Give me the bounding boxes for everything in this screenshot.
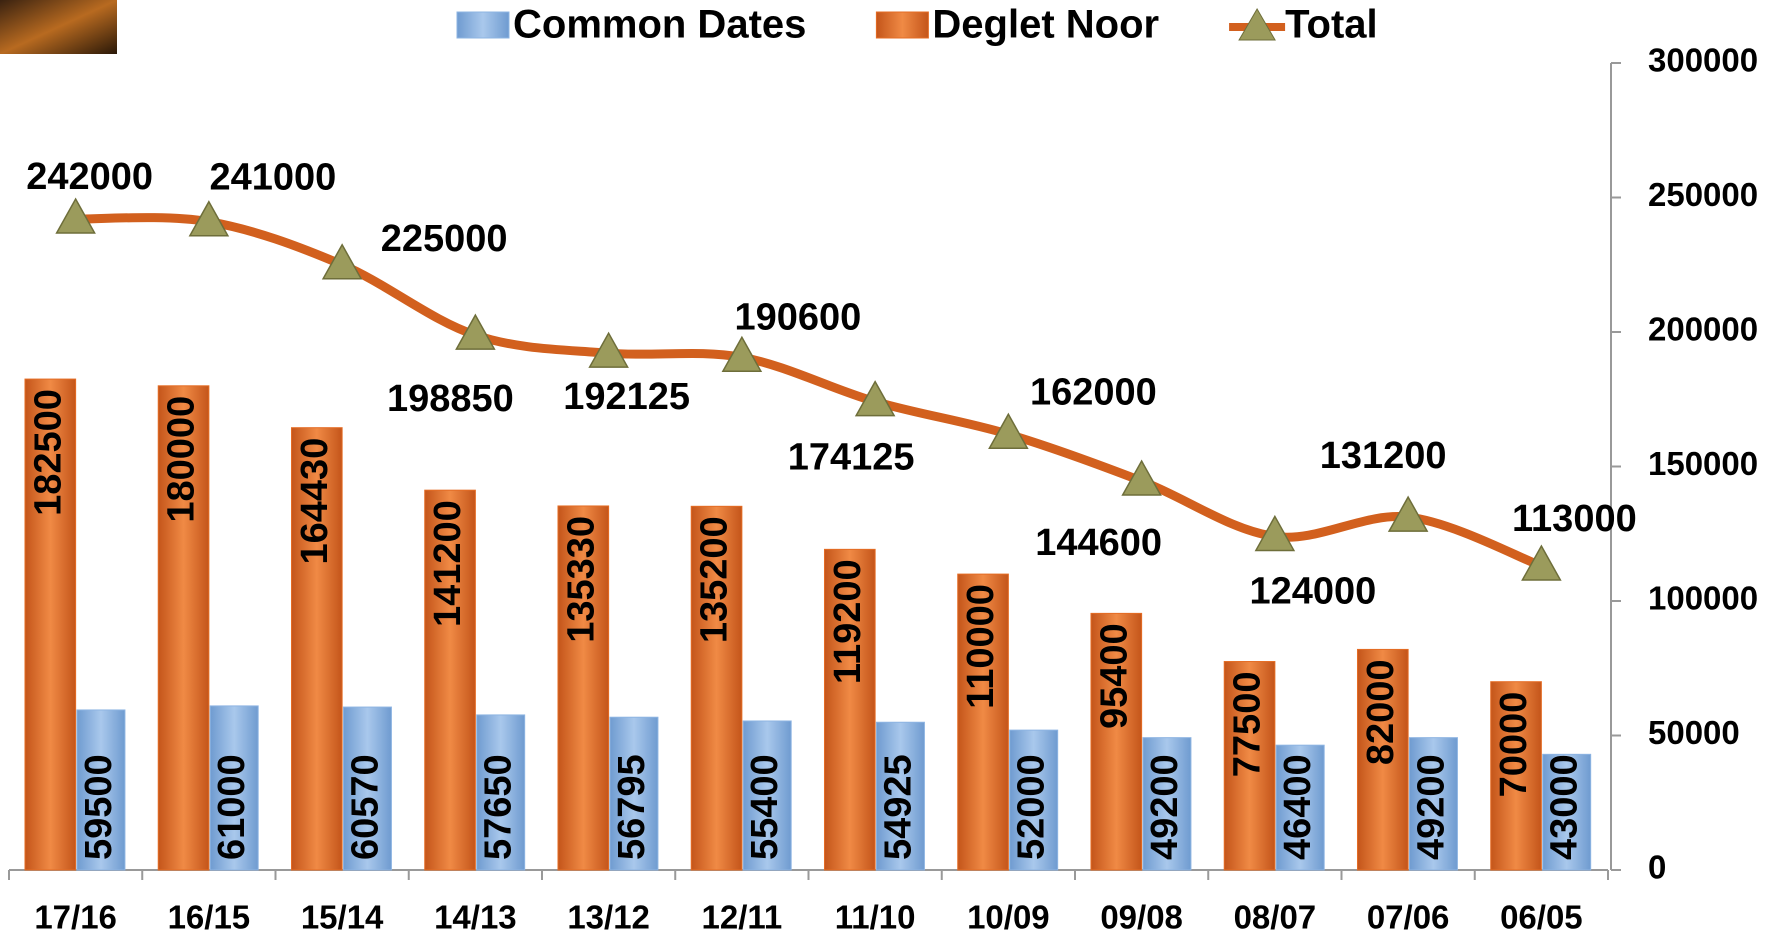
bar — [1223, 661, 1276, 871]
line-value-label: 242000 — [26, 156, 153, 198]
line-value-label: 241000 — [209, 157, 336, 199]
x-tick-label: 15/14 — [301, 899, 384, 936]
x-tick-label: 11/10 — [835, 899, 916, 936]
marker — [588, 331, 629, 368]
bar-value-label: 182500 — [27, 389, 69, 516]
bar-value-label: 110000 — [960, 584, 1002, 709]
bar — [957, 573, 1009, 871]
y-tick-label: 250000 — [1648, 176, 1758, 213]
marker — [1387, 495, 1429, 532]
line-value-label: 124000 — [1249, 570, 1376, 612]
bar — [1542, 753, 1592, 871]
bar-value-label: 180000 — [161, 396, 203, 523]
y-tick-label: 300000 — [1648, 42, 1758, 79]
bar-value-label: 164430 — [294, 438, 336, 565]
bar-value-label: 82000 — [1360, 659, 1402, 765]
x-tick-label: 10/09 — [967, 899, 1050, 936]
bar-value-label: 54925 — [877, 754, 919, 860]
bar-value-label: 43000 — [1544, 754, 1586, 860]
bar-value-label: 60570 — [344, 754, 386, 860]
bar — [742, 720, 792, 871]
x-tick-label: 16/15 — [168, 899, 251, 936]
line-value-label: 174125 — [788, 437, 915, 479]
bar — [342, 706, 392, 871]
bar — [557, 505, 610, 871]
y-tick-label: 200000 — [1648, 311, 1758, 348]
marker — [1254, 514, 1296, 552]
x-tick-label: 06/05 — [1500, 899, 1583, 936]
y-tick-label: 0 — [1648, 849, 1666, 886]
bar — [1275, 744, 1325, 871]
bar-value-label: 49200 — [1410, 754, 1452, 860]
bar-value-label: 61000 — [211, 754, 253, 860]
bar — [76, 709, 126, 871]
bar — [1490, 681, 1542, 871]
y-tick-label: 50000 — [1648, 714, 1740, 751]
y-tick-label: 150000 — [1648, 445, 1758, 482]
bar-value-label: 57650 — [478, 754, 520, 860]
bar — [823, 548, 876, 871]
legend-swatch — [875, 11, 929, 39]
marker — [188, 200, 230, 237]
line-value-label: 162000 — [1030, 371, 1157, 413]
y-tick-label: 100000 — [1648, 580, 1758, 617]
marker — [854, 380, 896, 417]
bar-value-label: 46400 — [1277, 754, 1319, 860]
legend-label: Common Dates — [513, 3, 806, 47]
line-value-label: 198850 — [387, 378, 514, 420]
photo — [0, 0, 117, 54]
bar — [1142, 737, 1192, 871]
marker — [1121, 459, 1162, 496]
x-tick-label: 08/07 — [1234, 899, 1317, 936]
legend-marker — [1238, 8, 1276, 41]
bar — [875, 721, 925, 871]
bar-value-label: 59500 — [78, 754, 120, 860]
x-tick-label: 17/16 — [34, 899, 117, 936]
bar — [609, 716, 659, 871]
bar-value-label: 56795 — [611, 754, 653, 860]
x-tick-label: 13/12 — [567, 899, 650, 936]
marker — [55, 197, 96, 234]
line-value-label: 131200 — [1320, 435, 1447, 477]
line-value-label: 190600 — [734, 296, 861, 338]
legend-label: Deglet Noor — [932, 3, 1159, 47]
line-value-label: 144600 — [1035, 522, 1162, 564]
bar — [157, 385, 210, 871]
bar-value-label: 141200 — [427, 500, 469, 627]
bar-value-label: 119200 — [827, 559, 869, 684]
legend-swatch — [456, 11, 510, 39]
bar — [209, 705, 259, 871]
bar-value-label: 77500 — [1227, 672, 1269, 778]
line-value-label: 113000 — [1512, 498, 1637, 540]
bar-value-label: 70000 — [1493, 692, 1535, 798]
bar — [476, 714, 526, 871]
bar — [1090, 612, 1143, 871]
line-value-label: 192125 — [563, 376, 690, 418]
marker — [1521, 544, 1562, 581]
bar-value-label: 135200 — [694, 516, 736, 643]
bar — [24, 378, 77, 871]
bar — [1009, 729, 1059, 871]
bar — [290, 427, 343, 871]
marker — [988, 412, 1029, 449]
bar — [424, 489, 476, 871]
bar-value-label: 49200 — [1144, 754, 1186, 860]
bar-value-label: 52000 — [1011, 754, 1053, 860]
marker — [455, 313, 496, 350]
marker — [721, 335, 763, 373]
bar-value-label: 135330 — [560, 516, 602, 643]
marker — [321, 243, 363, 280]
x-tick-label: 12/11 — [701, 899, 782, 936]
bar — [690, 505, 743, 871]
x-tick-label: 07/06 — [1367, 899, 1450, 936]
bar — [1356, 648, 1409, 871]
x-tick-label: 14/13 — [434, 899, 517, 936]
x-tick-label: 09/08 — [1100, 899, 1183, 936]
legend-label: Total — [1285, 3, 1378, 47]
line-value-label: 225000 — [381, 218, 508, 260]
bar — [1408, 737, 1458, 871]
bar-value-label: 55400 — [744, 754, 786, 860]
bar-value-label: 95400 — [1093, 623, 1135, 729]
